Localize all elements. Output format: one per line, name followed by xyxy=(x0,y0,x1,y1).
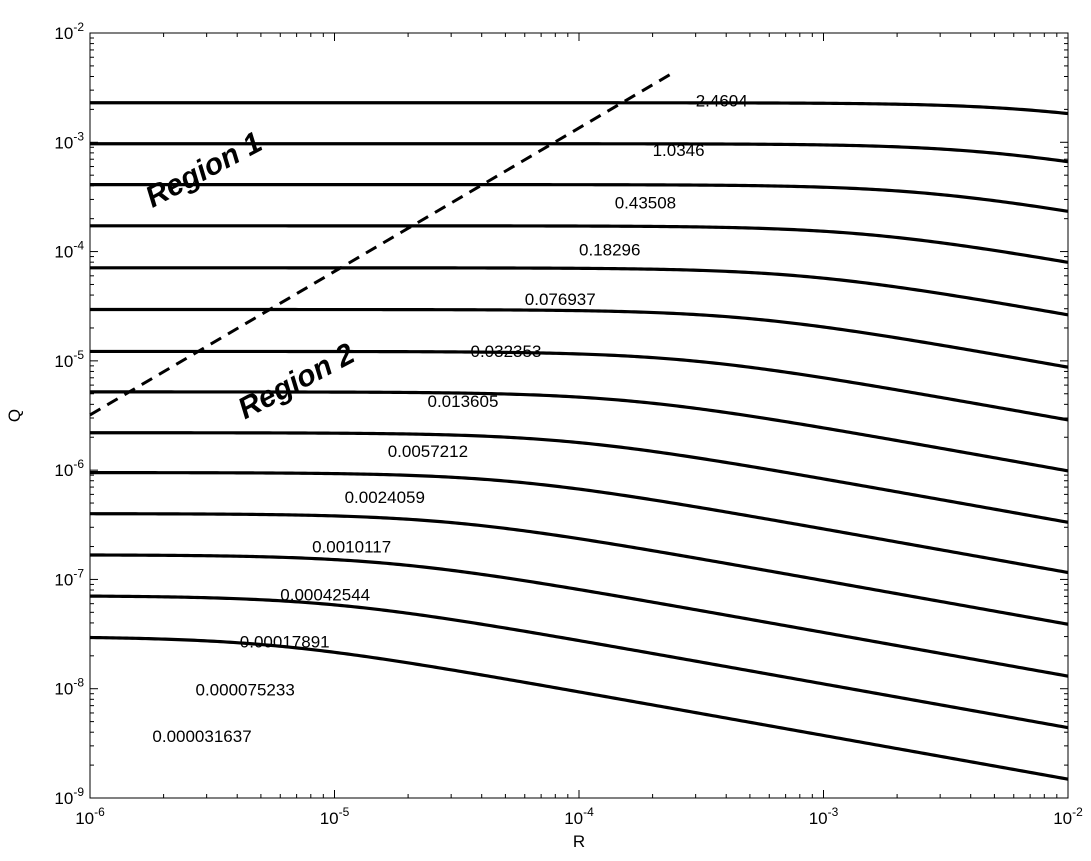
y-tick-label: 10-9 xyxy=(54,785,84,808)
x-tick-label: 10-4 xyxy=(564,805,594,828)
region-label-1: Region 1 xyxy=(140,126,267,215)
contour-label-13: 0.000031637 xyxy=(152,727,251,746)
contour-line-12 xyxy=(90,594,1068,730)
contour-label-2: 0.43508 xyxy=(615,194,676,213)
axis-ticks-layer: 10-6 10-5 10-4 10-3 10-2 10-9 10-8 10-7 10-6 10-5… xyxy=(54,20,1083,828)
contour-line-1 xyxy=(90,142,1068,164)
contour-line-0 xyxy=(90,101,1068,116)
contour-line-5 xyxy=(90,307,1068,369)
contour-line-6 xyxy=(90,349,1068,422)
contour-label-7: 0.0057212 xyxy=(388,442,468,461)
contour-label-0: 2.4604 xyxy=(696,92,748,111)
y-tick-label: 10-2 xyxy=(54,20,84,43)
contour-label-8: 0.0024059 xyxy=(345,488,425,507)
y-tick-label: 10-8 xyxy=(54,676,84,699)
contour-line-10 xyxy=(90,512,1068,626)
contour-label-3: 0.18296 xyxy=(579,240,640,259)
contour-line-3 xyxy=(90,224,1068,264)
contour-label-6: 0.013605 xyxy=(428,392,499,411)
region-boundary-line xyxy=(89,69,678,417)
contour-label-4: 0.076937 xyxy=(525,290,596,309)
contour-lines-layer xyxy=(90,101,1068,781)
contour-line-7 xyxy=(90,390,1068,473)
contour-line-11 xyxy=(90,553,1068,678)
x-tick-label: 10-3 xyxy=(809,805,839,828)
contour-line-4 xyxy=(90,266,1068,317)
y-tick-label: 10-7 xyxy=(54,566,84,589)
y-tick-label: 10-5 xyxy=(54,348,84,371)
y-axis-label: Q xyxy=(5,409,24,422)
contour-label-10: 0.00042544 xyxy=(280,585,370,604)
y-tick-label: 10-3 xyxy=(54,129,84,152)
contour-label-12: 0.000075233 xyxy=(196,681,295,700)
contour-label-9: 0.0010117 xyxy=(312,538,391,557)
contour-line-13 xyxy=(90,635,1068,781)
x-axis-label: R xyxy=(573,832,585,851)
contour-line-2 xyxy=(90,183,1068,213)
y-tick-label: 10-6 xyxy=(54,457,84,480)
x-tick-label: 10-2 xyxy=(1053,805,1083,828)
contour-labels-layer: 2.4604 1.0346 0.43508 0.18296 0.076937 0.0323… xyxy=(152,92,747,746)
x-tick-label: 10-5 xyxy=(320,805,350,828)
contour-label-5: 0.032353 xyxy=(471,342,542,361)
contour-label-11: 0.00017891 xyxy=(240,633,330,652)
contour-line-9 xyxy=(90,471,1068,575)
y-tick-label: 10-4 xyxy=(54,239,84,262)
contour-line-8 xyxy=(90,431,1068,524)
contour-label-1: 1.0346 xyxy=(653,141,705,160)
x-tick-label: 10-6 xyxy=(75,805,105,828)
